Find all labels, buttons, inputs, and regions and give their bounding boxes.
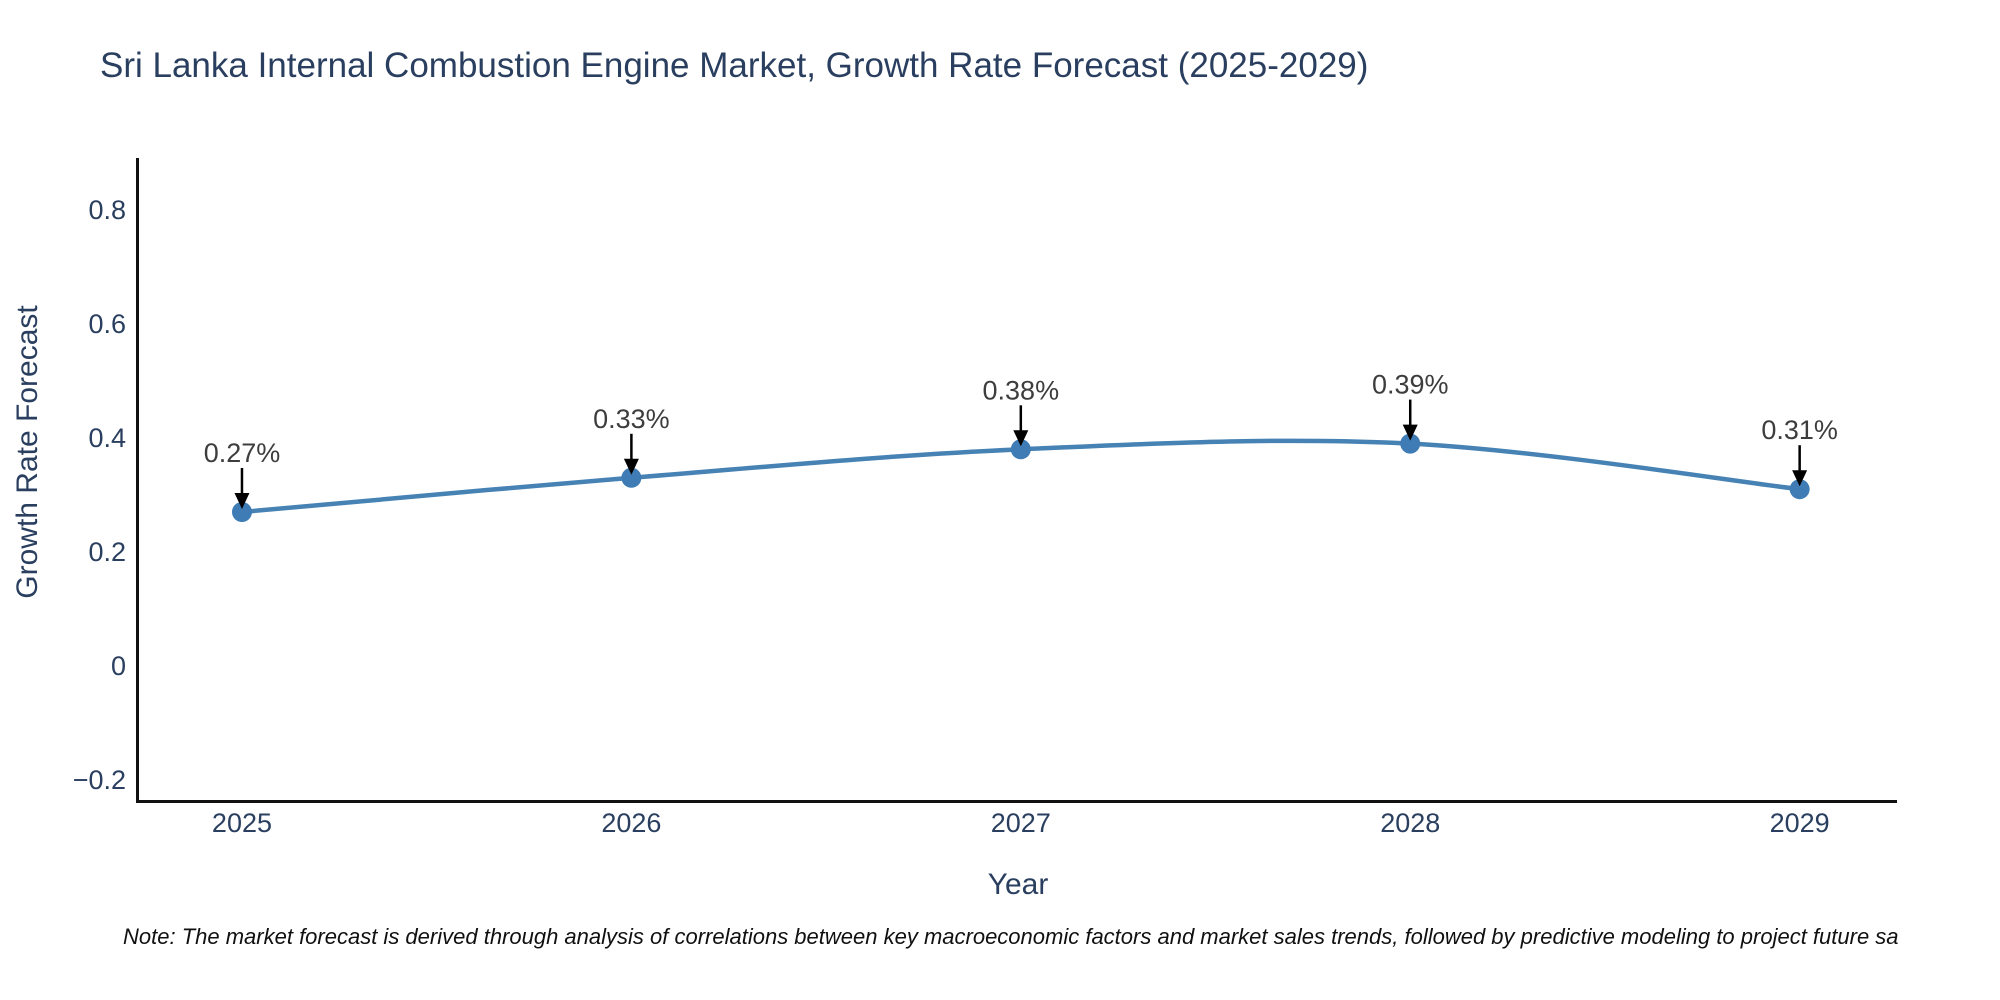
x-tick-label: 2026 — [601, 808, 661, 838]
data-point-label: 0.27% — [204, 438, 281, 468]
x-tick-label: 2025 — [212, 808, 272, 838]
y-tick-label: 0.6 — [88, 309, 126, 339]
chart-title: Sri Lanka Internal Combustion Engine Mar… — [100, 46, 1369, 85]
data-point-marker — [621, 467, 642, 488]
data-point-label: 0.38% — [983, 375, 1060, 405]
annotation-arrowhead-icon — [234, 492, 250, 509]
x-axis-title: Year — [987, 868, 1049, 901]
data-point-marker — [1789, 479, 1810, 500]
y-tick-label: 0 — [111, 651, 126, 681]
annotation-arrowhead-icon — [1013, 430, 1029, 447]
y-tick-label: −0.2 — [73, 765, 126, 795]
data-point-marker — [1400, 433, 1421, 454]
y-tick-label: 0.2 — [88, 537, 126, 567]
x-tick-label: 2029 — [1770, 808, 1830, 838]
x-tick-label: 2027 — [991, 808, 1051, 838]
y-tick-label: 0.4 — [88, 423, 126, 453]
data-point-label: 0.31% — [1761, 415, 1838, 445]
footnote: Note: The market forecast is derived thr… — [123, 924, 1899, 949]
data-point-label: 0.39% — [1372, 370, 1449, 400]
data-point-marker — [231, 501, 252, 522]
y-tick-label: 0.8 — [88, 195, 126, 225]
x-tick-label: 2028 — [1380, 808, 1440, 838]
annotation-arrowhead-icon — [1792, 470, 1808, 487]
data-point-marker — [1010, 439, 1031, 460]
data-point-label: 0.33% — [593, 404, 670, 434]
annotation-arrowhead-icon — [1402, 424, 1418, 441]
annotation-arrowhead-icon — [623, 458, 639, 475]
